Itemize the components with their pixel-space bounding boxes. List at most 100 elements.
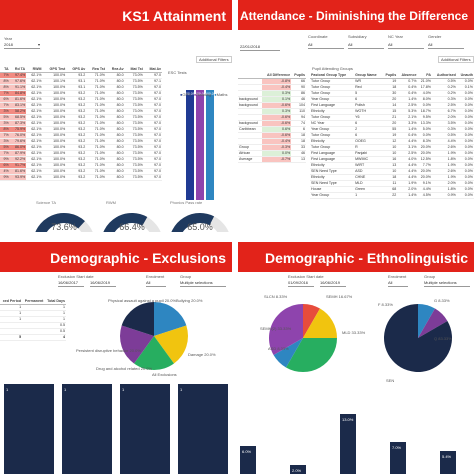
bar-value-label: 6.0% [242, 449, 252, 455]
table-cell: 4.5% [417, 192, 432, 199]
table-cell: 83.1% [9, 102, 27, 109]
table-cell: 93.2 [66, 126, 87, 133]
ethno-enrolment-label: Enrolment [388, 274, 407, 279]
table-cell: 2.0% [397, 186, 418, 193]
exclusions-table: xed Period Permanent Total Days 1 1 1 1 1 1 0.5 0… [0, 298, 66, 341]
pie-slice[interactable] [285, 338, 337, 372]
excl-date-from[interactable]: 16/06/2017 [58, 280, 84, 287]
table-row: NC Year 6 20 3.3% 13.3% 3.5% 0.0% [310, 120, 474, 127]
att-filter-select[interactable]: All [308, 42, 344, 49]
ethno-date-label: Exclusion Start date [288, 274, 324, 279]
attendance-date-field[interactable]: 22/01/2018 [240, 44, 280, 51]
table-cell: -0.6% [262, 102, 292, 109]
ethno-title: Demographic - Ethnolinguistic [264, 250, 468, 266]
table-cell: 93.1 [66, 78, 87, 85]
table-cell: NC Year [310, 120, 355, 127]
table-cell: 68 [382, 186, 398, 193]
att-filter-select[interactable]: All [348, 42, 384, 49]
pie-slice[interactable] [269, 304, 303, 355]
table-cell: 1 [354, 192, 383, 199]
table-cell: 62.1% [26, 150, 43, 157]
bar[interactable] [440, 450, 456, 474]
pie-slice[interactable] [154, 325, 188, 364]
table-cell: 0.5% [431, 78, 457, 85]
gauge-science-label: Science TA [36, 200, 57, 205]
table-cell: -0.8% [262, 78, 292, 85]
excl-enrolment-select[interactable]: All [146, 280, 166, 287]
table-cell: 100.0% [42, 144, 67, 151]
gauge-rwm-value: 66.4% [119, 222, 145, 232]
table-cell: 100.0% [42, 102, 67, 109]
table-cell: 100.0% [42, 132, 67, 139]
table-cell: WR [354, 78, 383, 85]
attendance-additional-filters-button[interactable]: Additional Filters [438, 56, 474, 63]
table-cell: 62.1% [26, 114, 43, 121]
bar[interactable] [178, 384, 228, 474]
table-row: -0.4% 18 [238, 138, 306, 145]
excl-group-select[interactable]: Multiple selections [180, 280, 226, 287]
pie-slice[interactable] [303, 304, 320, 338]
pie-slice[interactable] [120, 325, 154, 364]
table-cell [238, 108, 263, 115]
table-cell: 20.0% [417, 144, 432, 151]
table-cell: 73.5% [124, 168, 144, 175]
pie-slice[interactable] [134, 336, 174, 370]
bar[interactable] [120, 384, 170, 474]
table-cell: First Language [310, 102, 355, 109]
ethno-group-label: Group [424, 274, 436, 279]
att-filter-select[interactable]: All [388, 42, 424, 49]
excl-date-to[interactable]: 16/06/2019 [90, 280, 116, 287]
table-cell: 2.5% [397, 102, 418, 109]
table-cell [22, 322, 45, 329]
table-cell [238, 78, 263, 85]
table-cell: -0.6% [262, 132, 292, 139]
ethno-enrolment-select[interactable]: All [388, 280, 408, 287]
att-filter-select[interactable]: All [428, 42, 464, 49]
table-row: SEN Need Type MLD 11 1.9% 9.1% 2.0% 0.0% [310, 180, 474, 187]
pie-slice[interactable] [154, 302, 187, 336]
bar[interactable] [390, 441, 406, 474]
att-col-header: PA [417, 72, 432, 79]
table-cell: 5 [0, 334, 23, 341]
table-cell: 80.0 [105, 174, 125, 181]
pie-slice[interactable] [418, 308, 448, 338]
bar[interactable] [290, 464, 306, 474]
pie-slice[interactable] [384, 304, 452, 372]
pie-label: ASD 8.33% [268, 346, 289, 351]
table-cell: 93.2 [66, 114, 87, 121]
table-cell: 100.0% [42, 138, 67, 145]
pie-slice[interactable] [273, 338, 303, 368]
bar[interactable] [4, 384, 54, 474]
exclusions-header-bar: Demographic - Exclusions [0, 242, 232, 272]
table-cell: 97.0 [143, 126, 162, 133]
bar[interactable] [340, 414, 356, 474]
table-cell: 97.0 [143, 138, 162, 145]
table-cell: 30 [382, 90, 398, 97]
ethno-date-from[interactable]: 01/09/2016 [288, 280, 314, 287]
table-cell: 5.0% [417, 126, 432, 133]
ks1-attainment-panel: KS1 Attainment Year 2018 ▾ Additional Fi… [0, 0, 232, 232]
pie-label: SLCN 8.33% [264, 294, 288, 299]
ks1-year-select[interactable]: 2018 ▾ [4, 42, 40, 49]
ethno-date-to[interactable]: 16/06/2019 [320, 280, 346, 287]
pie-slice[interactable] [303, 308, 337, 339]
table-cell: 81.6% [9, 168, 27, 175]
table-row: Year Group 1 22 1.4% 4.5% 0.9% 0.0% [310, 192, 474, 199]
bar[interactable] [240, 446, 256, 474]
pie-slice[interactable] [121, 302, 154, 336]
pie-slice[interactable] [418, 304, 435, 338]
table-row: 0.3% 110 [238, 108, 306, 115]
table-cell: 8.0% [417, 96, 432, 103]
table-cell: Average [238, 156, 263, 163]
table-cell: 80.0 [105, 102, 125, 109]
table-cell: 0.0% [456, 180, 474, 187]
ethno-group-select[interactable]: Multiple selections [424, 280, 470, 287]
ks1-additional-filters-button[interactable]: Additional Filters [196, 56, 232, 63]
table-cell: 0.0% [417, 132, 432, 139]
table-cell: 80.0 [105, 144, 125, 151]
table-cell: 4.0% [417, 90, 432, 97]
table-cell: 1 [0, 310, 23, 317]
table-row: 8% 91.1% 62.1% 100.0% 93.1 71.0% 80.0 73.5% 97.0 [0, 84, 162, 91]
bar[interactable] [62, 384, 112, 474]
table-cell: 80.0 [105, 90, 125, 97]
